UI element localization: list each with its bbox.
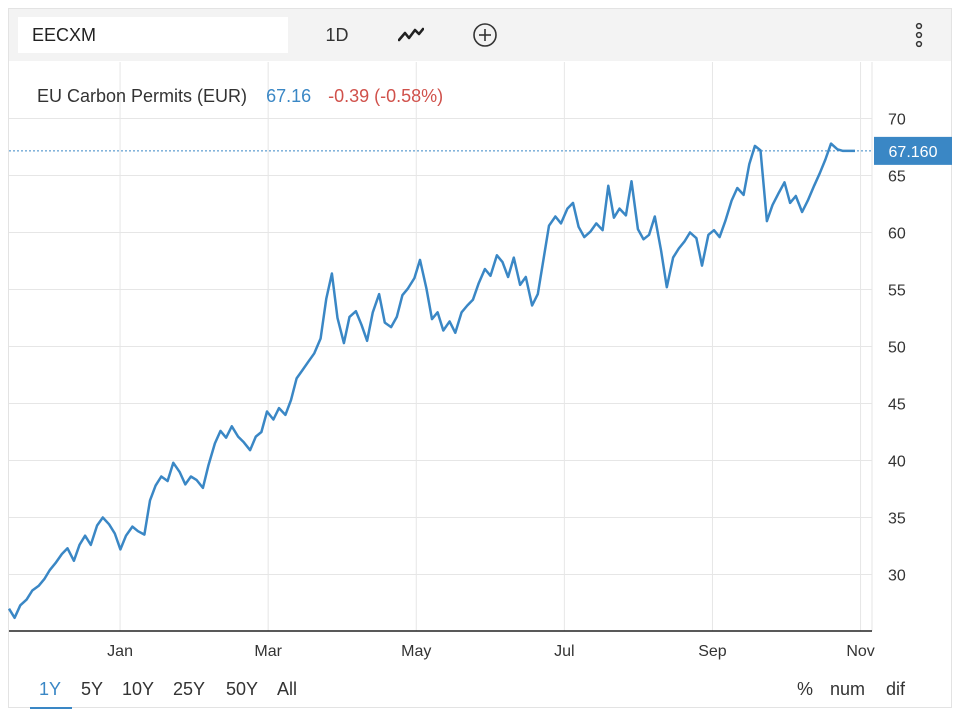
chart-frame xyxy=(8,8,952,708)
x-tick-label: Jul xyxy=(554,643,574,660)
plus-circle-icon[interactable] xyxy=(467,17,503,53)
y-tick-label: 70 xyxy=(888,112,906,129)
y-tick-label: 65 xyxy=(888,169,906,186)
range-all-button[interactable]: All xyxy=(277,678,298,699)
mode-dif-button[interactable]: dif xyxy=(886,678,906,699)
y-tick-label: 35 xyxy=(888,511,906,528)
range-10y-button[interactable]: 10Y xyxy=(122,678,155,699)
y-tick-label: 50 xyxy=(888,340,906,357)
y-tick-label: 30 xyxy=(888,568,906,585)
mode-percent-button[interactable]: % xyxy=(797,678,814,699)
range-1y-button[interactable]: 1Y xyxy=(39,678,62,699)
symbol-input[interactable] xyxy=(18,17,288,53)
y-tick-label: 40 xyxy=(888,454,906,471)
y-tick-label: 55 xyxy=(888,283,906,300)
last-price: 67.16 xyxy=(266,86,312,106)
x-tick-label: Mar xyxy=(254,643,282,660)
price-change: -0.39 (-0.58%) xyxy=(328,86,444,106)
last-price-label: 67.160 xyxy=(889,144,938,161)
price-series-line xyxy=(7,142,855,620)
chart-legend: EU Carbon Permits (EUR) 67.16 -0.39 (-0.… xyxy=(37,86,443,107)
chart-toolbar: 1D xyxy=(9,9,951,61)
instrument-name: EU Carbon Permits (EUR) xyxy=(37,86,248,106)
more-vertical-icon[interactable] xyxy=(904,17,934,53)
active-range-indicator xyxy=(30,707,72,709)
y-tick-label: 60 xyxy=(888,226,906,243)
line-chart-icon[interactable] xyxy=(393,17,429,53)
period-button[interactable]: 1D xyxy=(325,24,349,45)
mode-num-button[interactable]: num xyxy=(830,678,866,699)
range-25y-button[interactable]: 25Y xyxy=(173,678,206,699)
x-tick-label: Nov xyxy=(846,643,874,660)
y-tick-label: 45 xyxy=(888,397,906,414)
last-price-tag: 67.160 xyxy=(874,136,952,165)
x-tick-label: May xyxy=(401,643,431,660)
range-5y-button[interactable]: 5Y xyxy=(81,678,104,699)
range-50y-button[interactable]: 50Y xyxy=(226,678,259,699)
x-tick-label: Sep xyxy=(698,643,727,660)
x-tick-label: Jan xyxy=(107,643,133,660)
